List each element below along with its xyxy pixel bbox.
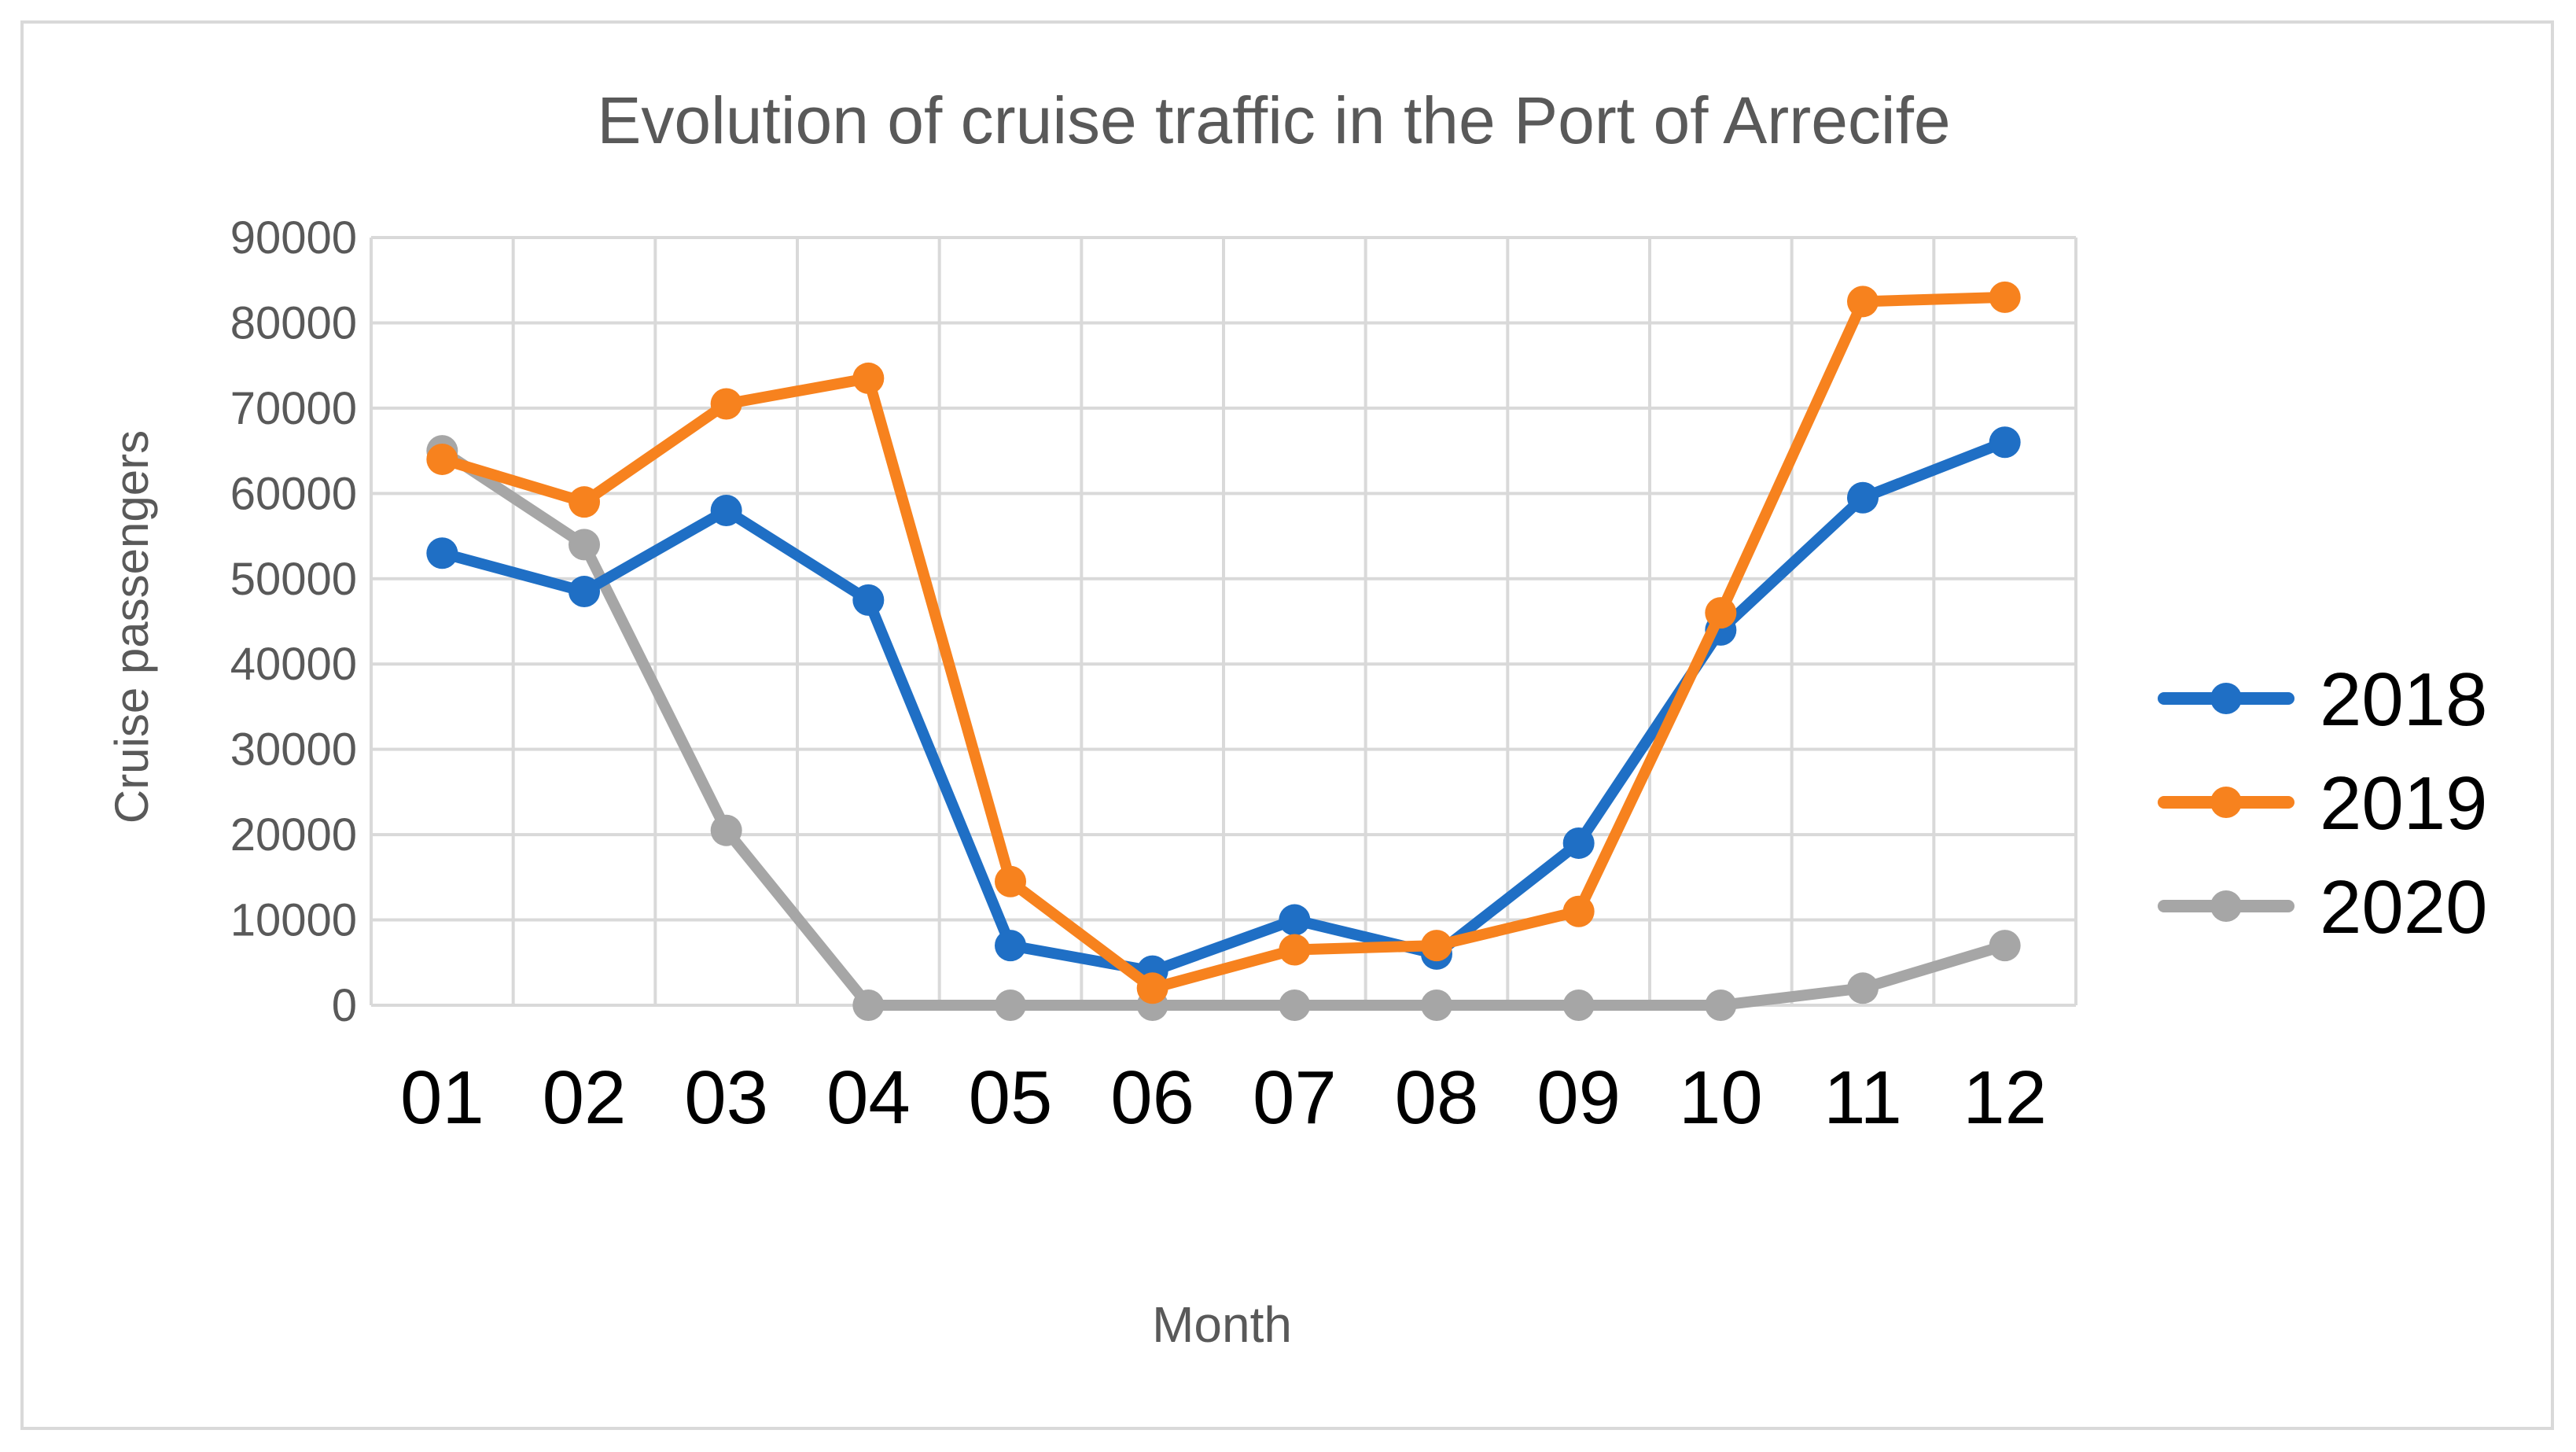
y-tick-label: 80000 — [230, 297, 357, 348]
y-tick-label: 40000 — [230, 639, 357, 690]
legend-swatch-marker — [2210, 890, 2242, 922]
data-point — [1421, 989, 1452, 1021]
data-point — [426, 537, 458, 569]
x-tick-label: 01 — [400, 1056, 484, 1140]
series-2019 — [426, 281, 2021, 1004]
legend-swatch-marker — [2210, 787, 2242, 818]
x-tick-label: 11 — [1823, 1056, 1902, 1140]
x-tick-label: 06 — [1110, 1056, 1194, 1140]
data-point — [1705, 989, 1737, 1021]
data-point — [1989, 930, 2021, 962]
legend: 2018 2019 2020 — [2158, 658, 2488, 949]
data-point — [569, 529, 600, 561]
legend-label: 2020 — [2320, 865, 2488, 949]
data-point — [1279, 934, 1311, 966]
x-tick-label: 12 — [1963, 1056, 2047, 1140]
data-point — [1847, 286, 1879, 318]
data-point — [852, 362, 885, 394]
legend-item-2020: 2020 — [2158, 865, 2488, 949]
data-point — [995, 930, 1026, 962]
data-point — [1279, 904, 1311, 936]
x-tick-label: 09 — [1536, 1056, 1621, 1140]
y-tick-label: 70000 — [230, 383, 357, 434]
data-point — [1705, 597, 1737, 629]
x-tick-label: 02 — [543, 1056, 627, 1140]
y-tick-label: 90000 — [230, 212, 357, 263]
data-point — [569, 576, 600, 608]
data-point — [995, 865, 1026, 897]
y-tick-label: 60000 — [230, 468, 357, 519]
data-point — [710, 495, 742, 527]
data-point — [1279, 989, 1311, 1021]
data-point — [1421, 930, 1452, 962]
x-tick-label: 03 — [684, 1056, 768, 1140]
legend-label: 2019 — [2320, 761, 2488, 846]
series-line-2019 — [436, 291, 2011, 994]
y-tick-label: 10000 — [230, 895, 357, 946]
y-tick-label: 20000 — [230, 809, 357, 861]
chart-title: Evolution of cruise traffic in the Port … — [597, 83, 1950, 157]
legend-item-2019: 2019 — [2158, 761, 2488, 846]
data-point — [852, 989, 885, 1021]
x-tick-label: 04 — [826, 1056, 911, 1140]
series-layer — [426, 281, 2021, 1021]
y-tick-label: 0 — [332, 980, 357, 1031]
data-point — [426, 443, 458, 475]
data-point — [569, 486, 600, 518]
data-point — [1847, 972, 1879, 1004]
x-tick-label: 08 — [1395, 1056, 1479, 1140]
data-point — [1562, 827, 1595, 859]
legend-item-2018: 2018 — [2158, 658, 2488, 742]
series-line-2018 — [436, 437, 2011, 977]
x-tick-label: 10 — [1679, 1056, 1763, 1140]
legend-swatch-marker — [2210, 683, 2242, 714]
data-point — [995, 989, 1026, 1021]
data-point — [852, 584, 885, 616]
y-axis-ticks: 0 10000 20000 30000 40000 50000 60000 70000 8000… — [230, 212, 357, 1031]
series-2020 — [426, 435, 2021, 1021]
data-point — [1136, 972, 1168, 1004]
x-tick-label: 05 — [969, 1056, 1053, 1140]
x-axis-label: Month — [1152, 1296, 1292, 1353]
series-line-2020 — [436, 445, 2011, 1011]
data-point — [1847, 481, 1879, 514]
x-tick-label: 07 — [1253, 1056, 1337, 1140]
data-point — [1562, 989, 1595, 1021]
chart-frame — [20, 20, 2554, 1430]
data-point — [710, 388, 742, 420]
x-axis-ticks: 01 02 03 04 05 06 07 08 09 10 11 12 — [400, 1056, 2047, 1140]
data-point — [1562, 895, 1595, 927]
data-point — [1989, 426, 2021, 459]
y-tick-label: 50000 — [230, 554, 357, 605]
data-point — [710, 814, 742, 846]
legend-label: 2018 — [2320, 658, 2488, 742]
y-axis-label: Cruise passengers — [105, 430, 158, 824]
y-tick-label: 30000 — [230, 724, 357, 776]
data-point — [1989, 281, 2021, 313]
gridlines — [370, 236, 2077, 1007]
